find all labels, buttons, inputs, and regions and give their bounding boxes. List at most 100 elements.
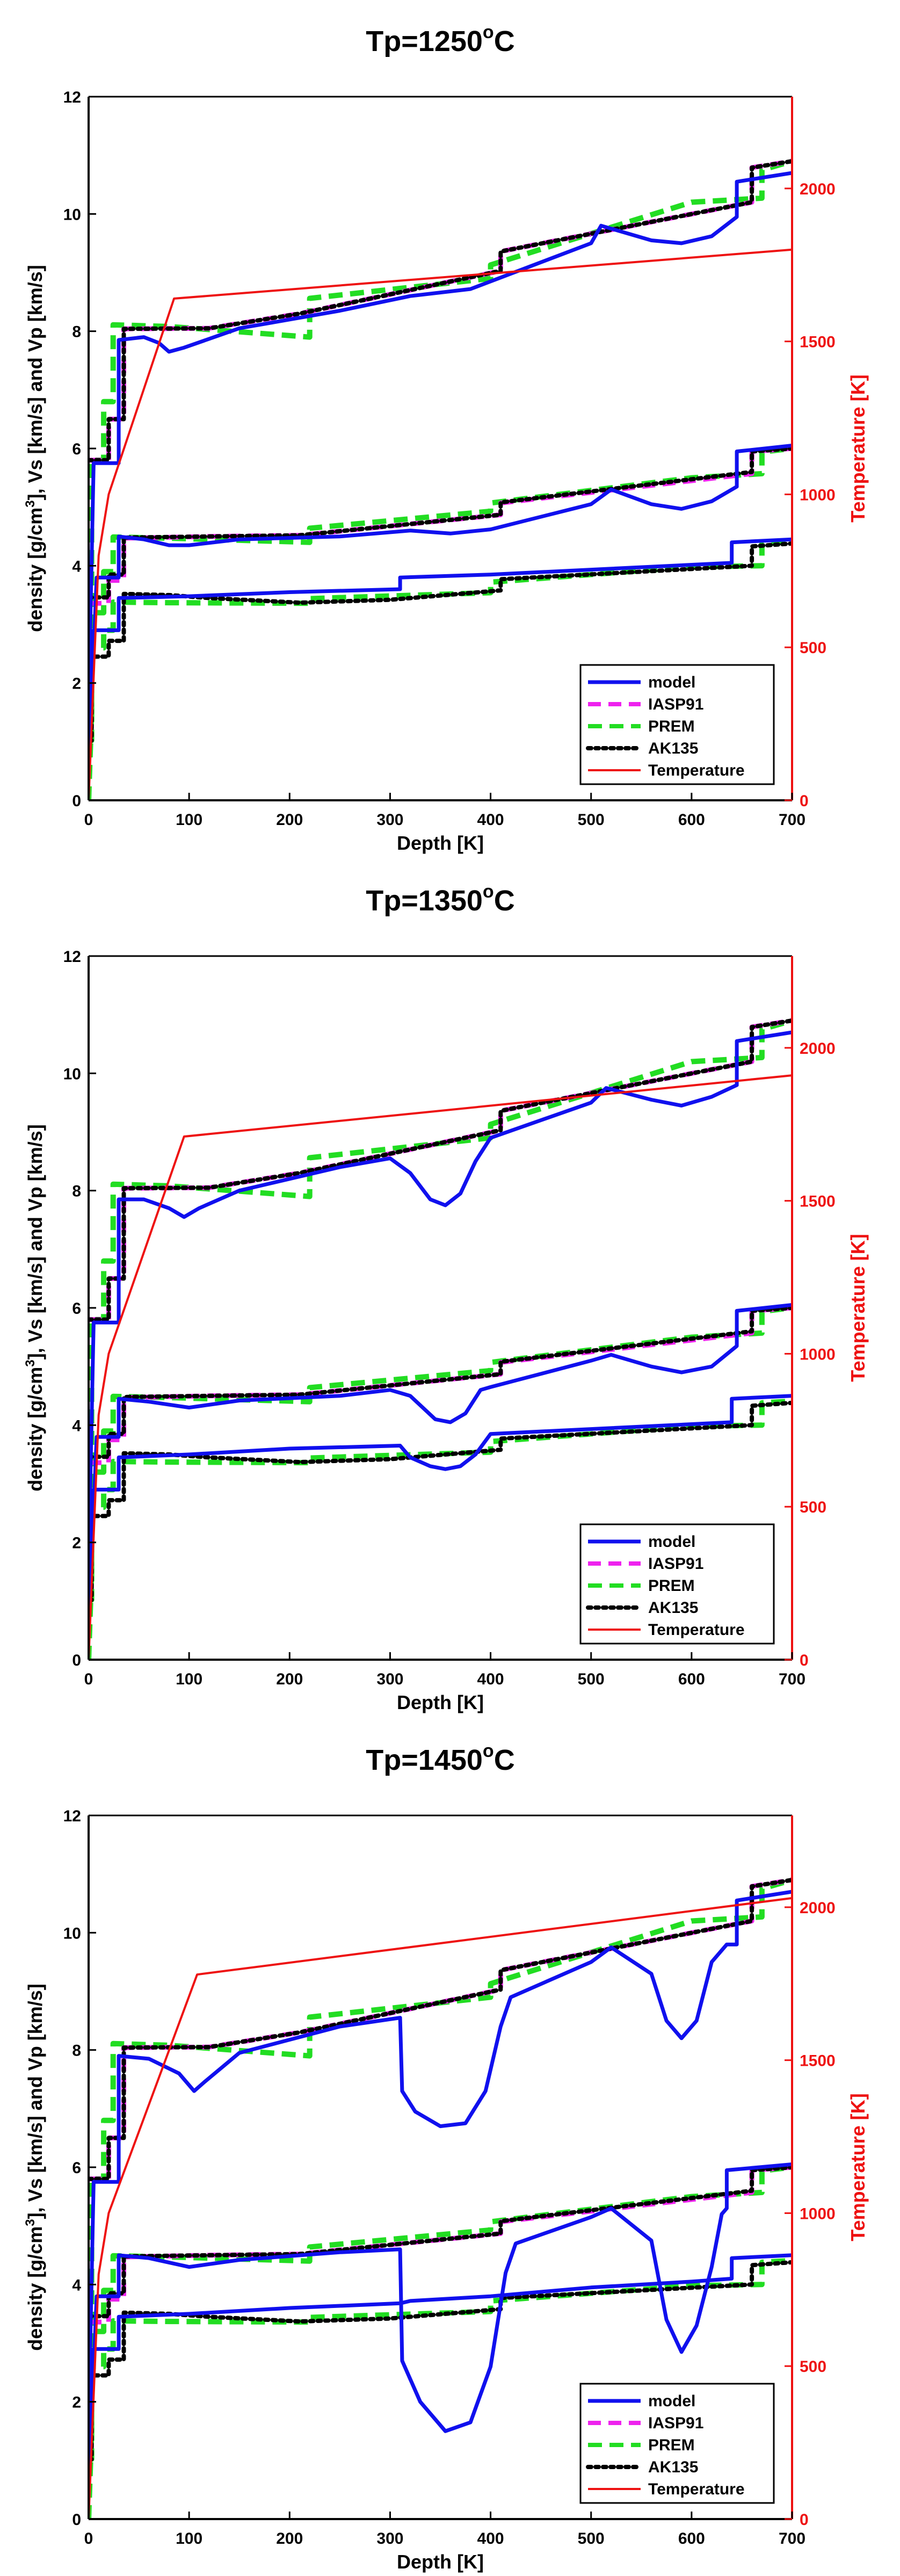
y-axis-label-main: density [g/cm xyxy=(24,508,46,632)
legend-label-prem: PREM xyxy=(648,1577,695,1595)
x-tick-label: 400 xyxy=(477,2530,504,2548)
y2-tick-label: 1000 xyxy=(800,2205,836,2223)
y-axis-label-rest: ], Vs [km/s] and Vp [km/s] xyxy=(24,265,46,500)
x-tick-label: 0 xyxy=(84,1670,93,1688)
chart-title-main: Tp=1250 xyxy=(366,25,483,57)
series-temperature-line xyxy=(89,1897,792,2519)
series-model-line xyxy=(89,2253,792,2461)
y-tick-label: 12 xyxy=(63,948,81,966)
y2-tick-label: 0 xyxy=(800,1652,809,1669)
y-tick-label: 8 xyxy=(72,323,81,341)
legend-label-model: model xyxy=(648,1533,695,1551)
x-axis-label: Depth [K] xyxy=(397,832,484,854)
y-tick-label: 4 xyxy=(72,1417,81,1435)
x-tick-label: 200 xyxy=(276,1670,303,1688)
legend-label-temperature: Temperature xyxy=(648,762,745,779)
x-tick-label: 400 xyxy=(477,811,504,829)
y-tick-label: 8 xyxy=(72,2042,81,2060)
y-tick-label: 2 xyxy=(72,675,81,693)
legend: model IASP91 PREM AK135 Temperature xyxy=(579,2383,775,2504)
y-tick-label: 4 xyxy=(72,2276,81,2294)
series-model-line xyxy=(89,1030,792,1566)
legend-label-ak135: AK135 xyxy=(648,740,698,757)
chart-title-degree: o xyxy=(483,881,494,902)
x-tick-label: 600 xyxy=(678,2530,705,2548)
y-tick-label: 6 xyxy=(72,2159,81,2177)
y-tick-label: 10 xyxy=(63,1924,81,1942)
y2-tick-label: 500 xyxy=(800,2358,826,2376)
y-tick-label: 4 xyxy=(72,558,81,575)
series-prem-line xyxy=(89,2257,792,2462)
legend-label-iasp91: IASP91 xyxy=(648,1555,703,1573)
series-model-line xyxy=(89,537,792,742)
x-tick-label: 0 xyxy=(84,811,93,829)
y-tick-label: 8 xyxy=(72,1183,81,1200)
legend-label-iasp91: IASP91 xyxy=(648,696,703,713)
y2-tick-label: 1500 xyxy=(800,334,836,351)
series-model-line xyxy=(89,1303,792,1631)
series-iasp91-line xyxy=(89,1877,792,2182)
y-axis-label-sup: 3 xyxy=(23,500,38,507)
x-tick-label: 500 xyxy=(578,2530,605,2548)
x-tick-label: 300 xyxy=(376,1670,403,1688)
chart-title: Tp=1350oC xyxy=(366,881,514,917)
series-model-line xyxy=(89,171,792,707)
y-axis-label: density [g/cm3], Vs [km/s] and Vp [km/s] xyxy=(23,1984,46,2351)
x-tick-label: 600 xyxy=(678,811,705,829)
chart-title-degree: o xyxy=(483,1741,494,1761)
y2-tick-label: 1000 xyxy=(800,486,836,504)
x-tick-label: 700 xyxy=(779,1670,805,1688)
y-tick-label: 6 xyxy=(72,1300,81,1318)
y-tick-label: 0 xyxy=(72,792,81,810)
series-prem-line xyxy=(89,1398,792,1603)
y-axis-label-rest: ], Vs [km/s] and Vp [km/s] xyxy=(24,1984,46,2219)
y2-tick-label: 2000 xyxy=(800,180,836,198)
series-model-line xyxy=(89,1890,792,2426)
series-model-line xyxy=(89,2162,792,2490)
x-axis-label: Depth [K] xyxy=(397,2551,484,2573)
series-prem-line xyxy=(89,539,792,743)
y-tick-label: 6 xyxy=(72,440,81,458)
x-tick-label: 200 xyxy=(276,2530,303,2548)
series-ak135-line xyxy=(89,1878,792,2181)
y2-tick-label: 1000 xyxy=(800,1345,836,1363)
series-ak135-line xyxy=(89,159,792,462)
legend: model IASP91 PREM AK135 Temperature xyxy=(579,664,775,785)
chart-title: Tp=1250oC xyxy=(366,22,514,57)
legend-label-prem: PREM xyxy=(648,2436,695,2454)
x-tick-label: 200 xyxy=(276,811,303,829)
legend-label-model: model xyxy=(648,2392,695,2410)
y2-axis-label: Temperature [K] xyxy=(847,2093,869,2241)
y-axis-label-main: density [g/cm xyxy=(24,2226,46,2351)
chart-title: Tp=1450oC xyxy=(366,1741,514,1776)
x-tick-label: 500 xyxy=(578,811,605,829)
legend-label-temperature: Temperature xyxy=(648,2480,745,2498)
chart-title-unit: C xyxy=(494,25,515,57)
series-temperature-line xyxy=(89,1074,792,1660)
y2-axis-label: Temperature [K] xyxy=(847,1234,869,1381)
series-iasp91-line xyxy=(89,446,792,606)
legend-label-prem: PREM xyxy=(648,718,695,735)
x-tick-label: 700 xyxy=(779,2530,805,2548)
y-tick-label: 2 xyxy=(72,2394,81,2412)
y2-axis-label: Temperature [K] xyxy=(847,374,869,522)
y-axis-label: density [g/cm3], Vs [km/s] and Vp [km/s] xyxy=(23,1124,46,1492)
y-tick-label: 10 xyxy=(63,206,81,223)
x-tick-label: 700 xyxy=(779,811,805,829)
chart-title-unit: C xyxy=(494,885,515,917)
x-tick-label: 100 xyxy=(176,1670,202,1688)
legend: model IASP91 PREM AK135 Temperature xyxy=(579,1523,775,1645)
y-axis-label: density [g/cm3], Vs [km/s] and Vp [km/s] xyxy=(23,265,46,632)
x-tick-label: 100 xyxy=(176,811,202,829)
legend-label-iasp91: IASP91 xyxy=(648,2414,703,2432)
y2-tick-label: 500 xyxy=(800,1499,826,1516)
legend-label-temperature: Temperature xyxy=(648,1621,745,1639)
y2-tick-label: 1500 xyxy=(800,1193,836,1211)
y-tick-label: 0 xyxy=(72,2511,81,2529)
y-tick-label: 12 xyxy=(63,1807,81,1825)
